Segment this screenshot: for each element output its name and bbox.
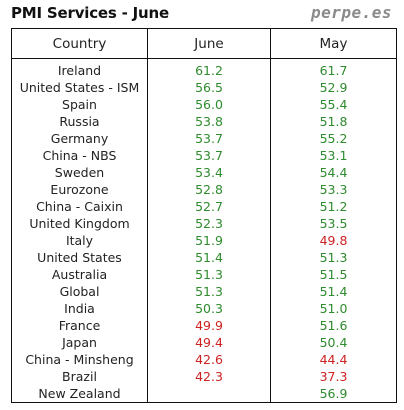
may-value-cell: 51.8: [270, 113, 397, 130]
may-value-cell: 51.3: [270, 249, 397, 266]
table-row: Ireland 61.2 61.7: [11, 58, 397, 79]
table-row: Russia 53.8 51.8: [11, 113, 397, 130]
may-value-cell: 51.0: [270, 300, 397, 317]
june-value-cell: 49.9: [147, 317, 271, 334]
table-row: China - NBS 53.7 53.1: [11, 147, 397, 164]
june-value-cell: 53.8: [147, 113, 271, 130]
table-row: China - Minsheng 42.6 44.4: [11, 351, 397, 368]
june-value-cell: 56.0: [147, 96, 271, 113]
june-value-cell: 51.9: [147, 232, 271, 249]
june-value-cell: 51.3: [147, 283, 271, 300]
table-row: United States 51.4 51.3: [11, 249, 397, 266]
country-cell: Italy: [11, 232, 148, 249]
may-value-cell: 53.5: [270, 215, 397, 232]
may-value-cell: 44.4: [270, 351, 397, 368]
country-cell: Spain: [11, 96, 148, 113]
may-value-cell: 61.7: [270, 58, 397, 79]
country-cell: Australia: [11, 266, 148, 283]
column-header-may: May: [270, 28, 397, 59]
june-value-cell: 51.4: [147, 249, 271, 266]
june-value-cell: 50.3: [147, 300, 271, 317]
table-row: Sweden 53.4 54.4: [11, 164, 397, 181]
column-header-country: Country: [11, 28, 148, 59]
table-row: Germany 53.7 55.2: [11, 130, 397, 147]
table-row: Eurozone 52.8 53.3: [11, 181, 397, 198]
chart-title: PMI Services - June: [11, 4, 169, 22]
country-cell: Germany: [11, 130, 148, 147]
june-value-cell: 61.2: [147, 58, 271, 79]
may-value-cell: 56.9: [270, 385, 397, 403]
may-value-cell: 51.4: [270, 283, 397, 300]
june-value-cell: 53.4: [147, 164, 271, 181]
column-header-june: June: [147, 28, 271, 59]
june-value-cell: 42.6: [147, 351, 271, 368]
june-value-cell: 52.3: [147, 215, 271, 232]
table-row: United Kingdom 52.3 53.5: [11, 215, 397, 232]
header-row: Country June May: [11, 28, 397, 59]
table-row: Global 51.3 51.4: [11, 283, 397, 300]
table-row: Brazil 42.3 37.3: [11, 368, 397, 385]
country-cell: Japan: [11, 334, 148, 351]
country-cell: India: [11, 300, 148, 317]
country-cell: China - Minsheng: [11, 351, 148, 368]
may-value-cell: 55.4: [270, 96, 397, 113]
country-cell: United Kingdom: [11, 215, 148, 232]
may-value-cell: 37.3: [270, 368, 397, 385]
table-row: France 49.9 51.6: [11, 317, 397, 334]
june-value-cell: 42.3: [147, 368, 271, 385]
country-cell: Global: [11, 283, 148, 300]
country-cell: Brazil: [11, 368, 148, 385]
table-row: Spain 56.0 55.4: [11, 96, 397, 113]
table-row: Japan 49.4 50.4: [11, 334, 397, 351]
country-cell: United States: [11, 249, 148, 266]
country-cell: Eurozone: [11, 181, 148, 198]
may-value-cell: 51.5: [270, 266, 397, 283]
may-value-cell: 51.6: [270, 317, 397, 334]
country-cell: United States - ISM: [11, 79, 148, 96]
june-value-cell: 49.4: [147, 334, 271, 351]
country-cell: Russia: [11, 113, 148, 130]
brand-watermark: perpe.es: [310, 3, 392, 22]
may-value-cell: 53.3: [270, 181, 397, 198]
table-row: United States - ISM 56.5 52.9: [11, 79, 397, 96]
may-value-cell: 55.2: [270, 130, 397, 147]
table-row: India 50.3 51.0: [11, 300, 397, 317]
june-value-cell: 51.3: [147, 266, 271, 283]
country-cell: France: [11, 317, 148, 334]
pmi-table: Country June May Ireland 61.2 61.7 United S…: [11, 28, 397, 403]
country-cell: Sweden: [11, 164, 148, 181]
country-cell: New Zealand: [11, 385, 148, 403]
may-value-cell: 50.4: [270, 334, 397, 351]
june-value-cell: 53.7: [147, 130, 271, 147]
table-row: China - Caixin 52.7 51.2: [11, 198, 397, 215]
may-value-cell: 53.1: [270, 147, 397, 164]
country-cell: Ireland: [11, 58, 148, 79]
table-row: New Zealand 56.9: [11, 385, 397, 403]
may-value-cell: 54.4: [270, 164, 397, 181]
table-row: Australia 51.3 51.5: [11, 266, 397, 283]
country-cell: China - NBS: [11, 147, 148, 164]
table-body: Ireland 61.2 61.7 United States - ISM 56.5 52…: [11, 58, 397, 403]
june-value-cell: 56.5: [147, 79, 271, 96]
may-value-cell: 49.8: [270, 232, 397, 249]
may-value-cell: 51.2: [270, 198, 397, 215]
table-row: Italy 51.9 49.8: [11, 232, 397, 249]
june-value-cell: 53.7: [147, 147, 271, 164]
june-value-cell: 52.8: [147, 181, 271, 198]
june-value-cell: 52.7: [147, 198, 271, 215]
june-value-cell: [147, 385, 271, 403]
country-cell: China - Caixin: [11, 198, 148, 215]
may-value-cell: 52.9: [270, 79, 397, 96]
